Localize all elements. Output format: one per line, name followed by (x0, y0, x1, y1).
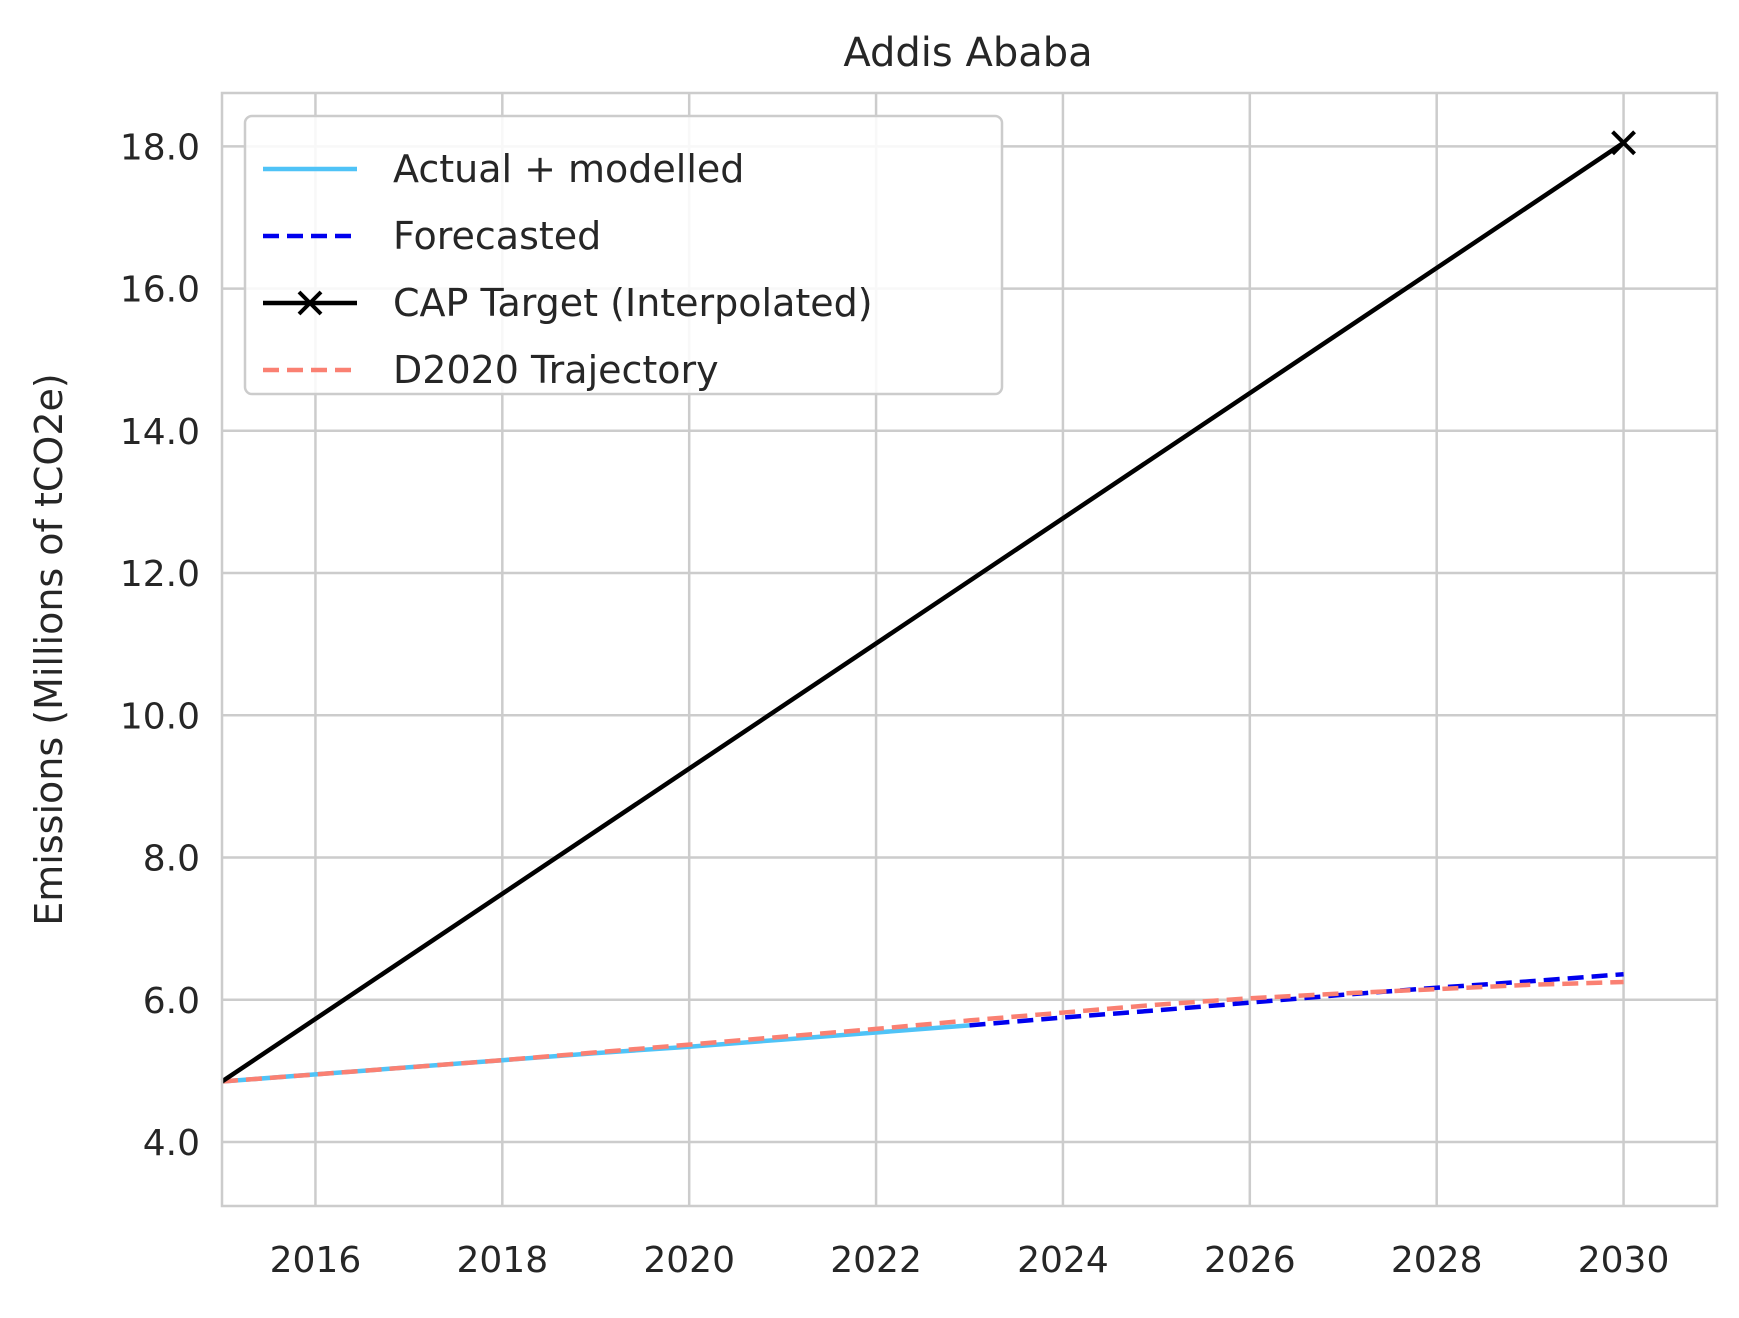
x-tick-label: 2028 (1391, 1240, 1483, 1281)
legend-box (243, 114, 1004, 396)
legend-label-0: Actual + modelled (393, 147, 744, 191)
legend-label-1: Forecasted (393, 214, 601, 258)
series-line-1 (969, 971, 1624, 1028)
y-tick-label: 6.0 (143, 981, 200, 1022)
series-line-3 (221, 979, 1624, 1084)
legend-label-3: D2020 Trajectory (393, 348, 719, 392)
x-tick-label: 2016 (270, 1240, 362, 1281)
legend-label-2: CAP Target (Interpolated) (393, 281, 873, 325)
x-tick-label: 2018 (457, 1240, 549, 1281)
y-tick-label: 14.0 (120, 412, 200, 453)
x-tick-label: 2026 (1204, 1240, 1296, 1281)
y-axis-label: Emissions (Millions of tCO2e) (27, 373, 71, 925)
y-tick-label: 4.0 (143, 1123, 200, 1164)
y-tick-label: 8.0 (143, 839, 200, 880)
x-tick-label: 2030 (1578, 1240, 1670, 1281)
y-tick-label: 12.0 (120, 554, 200, 595)
series-layer (220, 130, 1636, 1084)
x-tick-label: 2024 (1017, 1240, 1109, 1281)
plot-frame (220, 91, 1719, 1208)
y-tick-label: 10.0 (120, 696, 200, 737)
y-tick-label: 18.0 (120, 127, 200, 168)
target-marker (1611, 130, 1636, 156)
legend: Actual + modelled Forecasted CAP Target (I… (243, 114, 1004, 396)
x-tick-label: 2020 (643, 1240, 735, 1281)
x-axis: 2016 2018 2020 2022 2024 2026 2028 2030 (270, 1240, 1670, 1281)
y-axis: 4.0 6.0 8.0 10.0 12.0 14.0 16.0 18.0 (120, 127, 200, 1164)
series-line-2 (220, 140, 1625, 1084)
legend-marker-icon (297, 290, 323, 316)
x-tick-label: 2022 (830, 1240, 922, 1281)
y-tick-label: 16.0 (120, 270, 200, 311)
chart-title: Addis Ababa (843, 30, 1092, 76)
